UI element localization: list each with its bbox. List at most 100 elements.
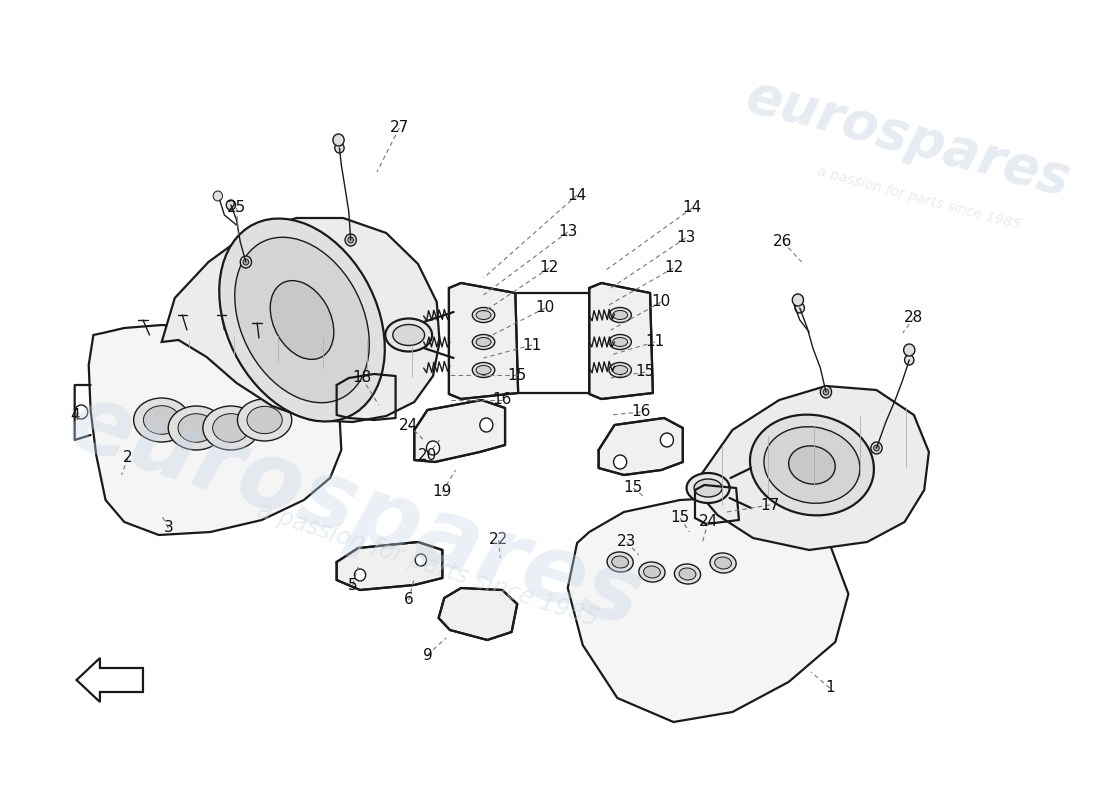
Circle shape (243, 259, 249, 265)
Circle shape (333, 134, 344, 146)
Text: 15: 15 (507, 367, 527, 382)
Ellipse shape (639, 562, 665, 582)
Ellipse shape (674, 564, 701, 584)
Ellipse shape (143, 406, 180, 434)
Ellipse shape (238, 399, 292, 441)
Circle shape (792, 294, 803, 306)
Ellipse shape (694, 479, 722, 497)
Ellipse shape (644, 566, 660, 578)
Circle shape (75, 405, 88, 419)
Text: 16: 16 (493, 393, 512, 407)
Ellipse shape (476, 338, 491, 346)
Text: 17: 17 (760, 498, 780, 513)
Text: a passion for parts since 1985: a passion for parts since 1985 (254, 498, 601, 631)
Ellipse shape (715, 557, 732, 569)
Polygon shape (337, 542, 442, 590)
Text: eurospares: eurospares (739, 70, 1075, 206)
Text: 4: 4 (70, 407, 79, 422)
Text: 9: 9 (422, 647, 432, 662)
Text: 15: 15 (670, 510, 690, 526)
Ellipse shape (612, 556, 628, 568)
Text: 12: 12 (539, 261, 559, 275)
Text: 2: 2 (123, 450, 133, 466)
Text: 1: 1 (825, 681, 835, 695)
Circle shape (871, 442, 882, 454)
Ellipse shape (472, 307, 495, 322)
Circle shape (415, 554, 427, 566)
Text: 24: 24 (399, 418, 418, 433)
Circle shape (660, 433, 673, 447)
Text: 27: 27 (389, 121, 409, 135)
Text: 24: 24 (698, 514, 717, 530)
Ellipse shape (393, 325, 425, 346)
Text: 15: 15 (636, 365, 654, 379)
Text: 6: 6 (404, 593, 414, 607)
Ellipse shape (750, 414, 873, 515)
Circle shape (213, 191, 222, 201)
Text: 25: 25 (227, 201, 246, 215)
Ellipse shape (248, 406, 283, 434)
Ellipse shape (476, 310, 491, 319)
Polygon shape (698, 386, 928, 550)
Ellipse shape (133, 398, 190, 442)
Ellipse shape (202, 406, 258, 450)
Text: 13: 13 (558, 225, 578, 239)
Ellipse shape (234, 238, 370, 402)
Circle shape (904, 355, 914, 365)
Circle shape (823, 389, 828, 395)
Ellipse shape (686, 473, 729, 503)
Text: 11: 11 (645, 334, 664, 350)
Text: 26: 26 (773, 234, 793, 250)
Text: 5: 5 (348, 578, 358, 593)
Polygon shape (449, 283, 518, 399)
Circle shape (334, 143, 344, 153)
Ellipse shape (613, 338, 628, 346)
Text: 12: 12 (663, 261, 683, 275)
Text: 10: 10 (536, 301, 554, 315)
Circle shape (795, 303, 804, 313)
Text: eurospares: eurospares (57, 376, 653, 648)
Ellipse shape (609, 362, 631, 378)
Ellipse shape (609, 307, 631, 322)
Polygon shape (162, 218, 440, 422)
Ellipse shape (219, 218, 385, 422)
Ellipse shape (212, 414, 250, 442)
Text: 15: 15 (624, 481, 642, 495)
Polygon shape (415, 400, 505, 462)
Text: 19: 19 (432, 485, 452, 499)
Text: 3: 3 (164, 521, 173, 535)
Polygon shape (590, 283, 653, 399)
Circle shape (354, 569, 365, 581)
Ellipse shape (679, 568, 696, 580)
Text: 16: 16 (631, 405, 650, 419)
Polygon shape (89, 325, 341, 535)
Ellipse shape (710, 553, 736, 573)
Circle shape (480, 418, 493, 432)
Ellipse shape (178, 414, 215, 442)
Circle shape (903, 344, 915, 356)
Ellipse shape (789, 446, 835, 484)
Circle shape (614, 455, 627, 469)
Text: 20: 20 (418, 447, 437, 462)
Circle shape (227, 200, 235, 210)
Ellipse shape (168, 406, 224, 450)
Circle shape (427, 441, 440, 455)
Polygon shape (439, 588, 517, 640)
Circle shape (345, 234, 356, 246)
Text: 14: 14 (683, 201, 702, 215)
Text: 11: 11 (522, 338, 542, 353)
Ellipse shape (385, 318, 432, 351)
Circle shape (873, 445, 879, 451)
Ellipse shape (271, 281, 333, 359)
Circle shape (821, 386, 832, 398)
Ellipse shape (764, 426, 860, 503)
Text: 23: 23 (617, 534, 637, 550)
Ellipse shape (472, 362, 495, 378)
Text: 13: 13 (675, 230, 695, 246)
Text: 28: 28 (904, 310, 924, 326)
Circle shape (348, 237, 353, 243)
Ellipse shape (607, 552, 634, 572)
Text: a passion for parts since 1985: a passion for parts since 1985 (816, 164, 1023, 232)
Ellipse shape (609, 334, 631, 350)
Ellipse shape (476, 366, 491, 374)
